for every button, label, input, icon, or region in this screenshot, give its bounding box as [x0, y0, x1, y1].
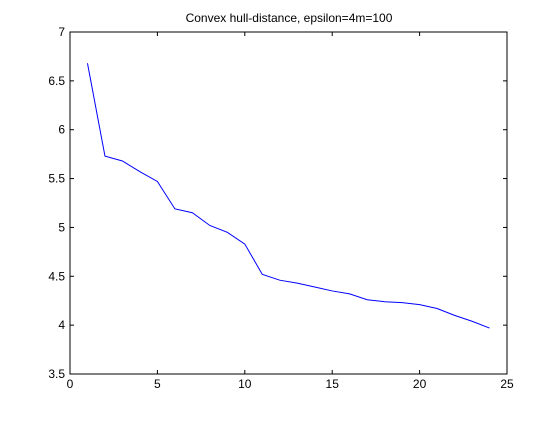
x-tick-label: 25	[500, 377, 514, 391]
y-tick-label: 5.5	[48, 172, 65, 186]
x-tick-label: 0	[67, 377, 74, 391]
y-tick-label: 7	[58, 25, 65, 39]
y-tick-label: 4	[58, 318, 65, 332]
plot-area	[70, 32, 507, 374]
x-tick-label: 15	[326, 377, 340, 391]
y-tick-label: 5	[58, 220, 65, 234]
y-tick-label: 3.5	[48, 367, 65, 381]
x-tick-label: 10	[238, 377, 252, 391]
y-tick-label: 6.5	[48, 74, 65, 88]
y-tick-label: 6	[58, 123, 65, 137]
y-tick-label: 4.5	[48, 269, 65, 283]
x-tick-label: 5	[154, 377, 161, 391]
x-tick-label: 20	[413, 377, 427, 391]
chart-title: Convex hull-distance, epsilon=4m=100	[186, 11, 393, 25]
